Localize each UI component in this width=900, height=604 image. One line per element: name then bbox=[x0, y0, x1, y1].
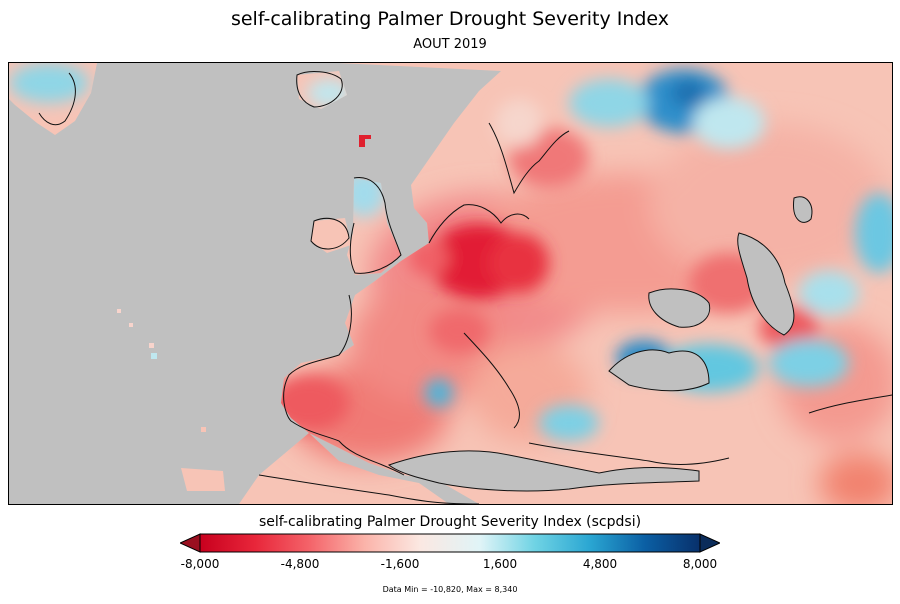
colorbar-over-arrow bbox=[699, 533, 720, 553]
map-panel bbox=[8, 62, 893, 505]
colorbar-tick: 4,800 bbox=[582, 557, 618, 571]
colorbar bbox=[180, 533, 720, 553]
data-range-note: Data Min = -10,820, Max = 8,340 bbox=[382, 585, 518, 594]
colorbar-tick: -8,000 bbox=[180, 557, 220, 571]
map-subtitle: AOUT 2019 bbox=[413, 37, 487, 52]
colorbar-title: self-calibrating Palmer Drought Severity… bbox=[258, 514, 642, 530]
coastlines bbox=[38, 71, 892, 504]
seas bbox=[387, 288, 711, 492]
colorbar-under-arrow bbox=[180, 533, 201, 553]
map-title: self-calibrating Palmer Drought Severity… bbox=[230, 8, 670, 30]
colorbar-tick: -1,600 bbox=[380, 557, 420, 571]
colorbar-tick: 1,600 bbox=[482, 557, 518, 571]
scpdsi-field bbox=[9, 63, 892, 504]
colorbar-gradient bbox=[199, 533, 701, 553]
colorbar-tick: 8,000 bbox=[682, 557, 718, 571]
drought-map bbox=[9, 63, 892, 504]
colorbar-tick: -4,800 bbox=[280, 557, 320, 571]
island-cells bbox=[117, 135, 371, 432]
